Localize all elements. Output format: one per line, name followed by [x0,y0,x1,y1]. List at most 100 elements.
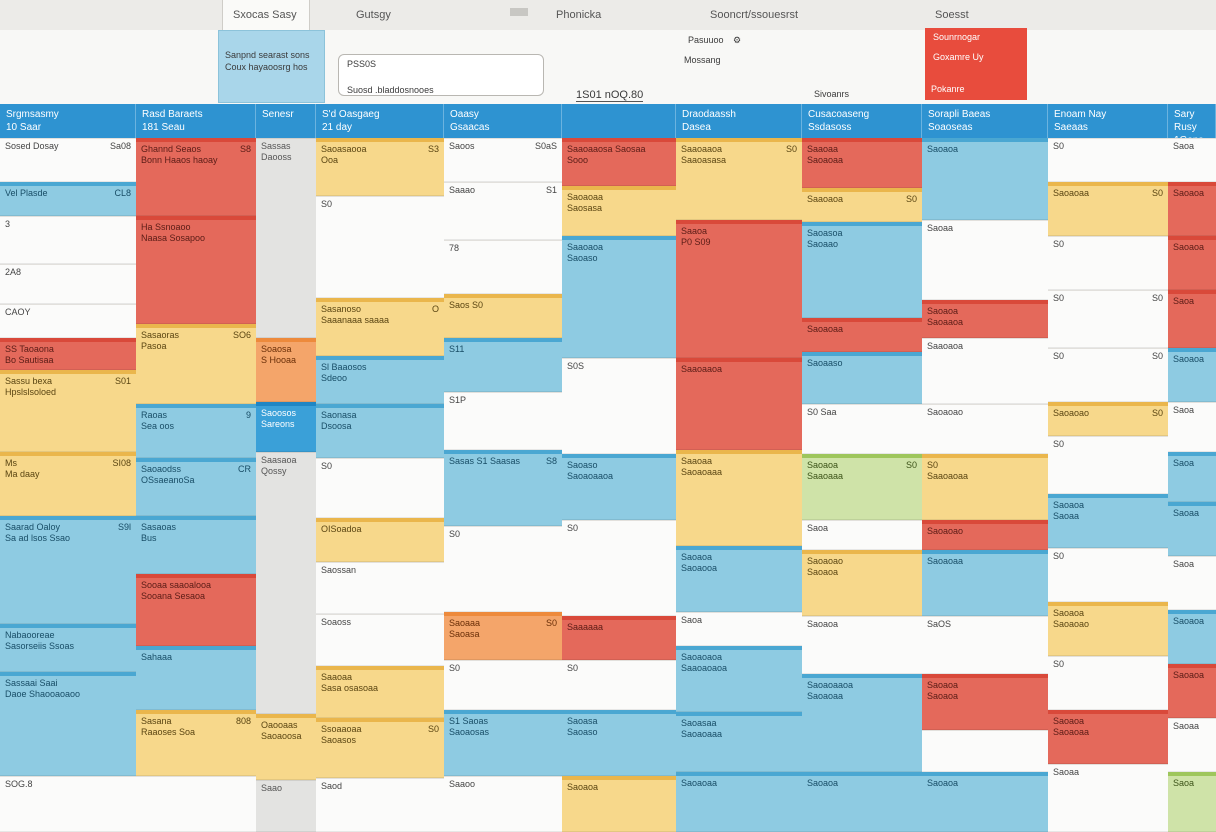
event-block[interactable]: Saoa [1168,138,1216,182]
event-block[interactable]: Saoaoaa Saosasa [562,186,676,236]
event-block[interactable]: Saoaoa [1168,236,1216,290]
event-block[interactable]: Saoasaa Saoaoaaa [676,712,802,772]
event-block[interactable]: Saoaoaoa Saaoaoaoa [676,646,802,712]
event-block[interactable]: S0S [562,358,676,454]
event-block[interactable]: Saoa [1168,290,1216,348]
event-block[interactable]: Saaoaoa S0 [802,188,922,222]
event-block[interactable]: Oaooaas Saoaoosa [256,714,316,780]
event-block[interactable]: Sahaaa [136,646,256,710]
event-block[interactable]: Saoaaso [802,352,922,404]
event-block[interactable]: Saod [316,778,444,832]
event-block[interactable]: 2A8 [0,264,136,304]
event-block[interactable]: Saaoaa Sasa osasoaa [316,666,444,718]
tab-3[interactable]: Sooncrt/ssouesrst [710,9,799,21]
event-block[interactable]: Sasas S1 Saasas S8 [444,450,562,526]
event-block[interactable]: S1 Saoas Saoaosas [444,710,562,776]
event-block[interactable]: Saoaoa [802,616,922,674]
event-block[interactable]: Sooaa saaoalooa Sooana Sesaoa [136,574,256,646]
event-block[interactable]: Saoosos Sareons [256,402,316,452]
event-block[interactable]: Saaaaaa [562,616,676,660]
event-block[interactable]: Saoaoao [922,520,1048,550]
event-block[interactable]: Sosed Dosay Sa08 [0,138,136,182]
event-block[interactable]: Ha Ssnoaoo Naasa Sosapoo [136,216,256,324]
event-block[interactable]: Saaoaaoa [676,358,802,450]
event-block[interactable]: SaOS [922,616,1048,674]
event-block[interactable]: Saoaa [1168,718,1216,772]
event-block[interactable]: Saoasa Saoaso [562,710,676,776]
column-header-9[interactable]: Enoam Nay Saeaas [1048,104,1168,138]
column-header-2[interactable]: Senesr [256,104,316,138]
event-block[interactable]: SOG.8 [0,776,136,832]
event-block[interactable]: S0 [1048,436,1168,494]
event-block[interactable] [136,776,256,832]
event-block[interactable]: S0 Saa [802,404,922,454]
event-block[interactable]: Saoaoa Saoaoao [1048,602,1168,656]
event-block[interactable]: Saoaodss OSsaeanoSa CR [136,458,256,516]
event-block[interactable]: Saoaso Saoaoaaoa [562,454,676,520]
event-block[interactable]: Saoa [1168,556,1216,610]
event-block[interactable]: Saoaoaa [922,550,1048,616]
event-block[interactable]: Ms Ma daay SI08 [0,452,136,516]
event-block[interactable]: Saoaoaa [676,772,802,832]
event-block[interactable]: S1P [444,392,562,450]
event-block[interactable]: S0 [562,660,676,710]
event-block[interactable]: Saoaa [1168,502,1216,556]
event-block[interactable]: Saoaoa Saaoaaa S0 [802,454,922,520]
event-block[interactable]: Sassaai Saai Daoe Shaooaoaoo [0,672,136,776]
event-block[interactable]: Saoaoa Saoaoa [922,674,1048,730]
toolbar-handle[interactable] [510,8,528,16]
event-block[interactable]: Saaoaoa Saoaso [562,236,676,358]
tab-1[interactable]: Gutsgy [356,9,391,21]
event-block[interactable]: S0 [444,660,562,710]
event-block[interactable]: S0 [562,520,676,616]
event-block[interactable]: Saoaa [1048,764,1168,832]
event-block[interactable]: Saoa [802,520,922,550]
event-block[interactable]: Sl Baaosos Sdeoo [316,356,444,404]
event-block[interactable]: Saaoo [444,776,562,832]
event-block[interactable]: S0 [1048,236,1168,290]
event-block[interactable]: Nabaooreae Sasorseiis Ssoas [0,624,136,672]
event-block[interactable]: CAOY [0,304,136,338]
event-block[interactable]: Saoaoa Saoaa [1048,494,1168,548]
event-block[interactable]: Saoaoa [922,772,1048,832]
column-header-1[interactable]: Rasd Baraets 181 Seau [136,104,256,138]
event-block[interactable]: Saaoa P0 S09 [676,220,802,358]
event-block[interactable]: Saaoaaoa Saaoasasa S0 [676,138,802,220]
event-block[interactable]: Saoaoa Saoaaoa [922,300,1048,338]
event-block[interactable]: Saoaoa [1168,610,1216,664]
event-block[interactable]: Sassu bexa Hpslslsoloed S01 [0,370,136,452]
event-block[interactable]: 3 [0,216,136,264]
event-block[interactable]: Saoaoao [922,404,1048,454]
event-block[interactable]: Saoa [676,612,802,646]
event-block[interactable]: Saoaoa [1168,182,1216,236]
event-block[interactable]: 78 [444,240,562,294]
column-header-8[interactable]: Sorapli Baeas Soaoseas [922,104,1048,138]
column-header-6[interactable]: Draodaassh Dasea [676,104,802,138]
column-header-3[interactable]: S'd Oasgaeg 21 day [316,104,444,138]
event-block[interactable]: Raoas Sea oos 9 [136,404,256,458]
event-block[interactable]: Saoasaooa Ooa S3 [316,138,444,196]
event-block[interactable]: Saoa [1168,452,1216,502]
event-block[interactable]: Saoos S0aS [444,138,562,182]
event-block[interactable]: S0 Saaoaoaa [922,454,1048,520]
column-header-10[interactable]: Sary Rusy1Gans [1168,104,1216,146]
event-block[interactable]: Ghannd Seaos Bonn Haaos haoay S8 [136,138,256,216]
event-block[interactable]: S0 [316,196,444,298]
tab-0[interactable]: Sxocas Sasy [222,0,310,30]
settings-icon[interactable]: ⚙ [733,35,742,45]
event-block[interactable]: Saoaoa [562,776,676,832]
event-block[interactable]: Saossan [316,562,444,614]
event-block[interactable]: Sasanoso Saaanaaa saaaa O [316,298,444,356]
event-block[interactable]: Saoaoa Saoaooa [676,546,802,612]
event-block[interactable]: Saoaoaa S0 [1048,182,1168,236]
event-block[interactable]: S0 S0 [1048,348,1168,402]
event-block[interactable]: Saoaoao S0 [1048,402,1168,436]
event-block[interactable]: Saaoaa Saoaoaaa [676,450,802,546]
search-input[interactable]: PSS0S Suosd .bladdosnooes [338,54,544,96]
event-block[interactable]: Saos S0 [444,294,562,338]
tab-2[interactable]: Phonicka [556,9,602,21]
calendar-picker-panel[interactable]: Sanpnd searast sons Coux hayaoosrg hos [218,30,325,103]
event-block[interactable]: Soaosa S Hooaa [256,338,316,402]
event-block[interactable] [922,730,1048,772]
tab-4[interactable]: Soesst [935,9,969,21]
